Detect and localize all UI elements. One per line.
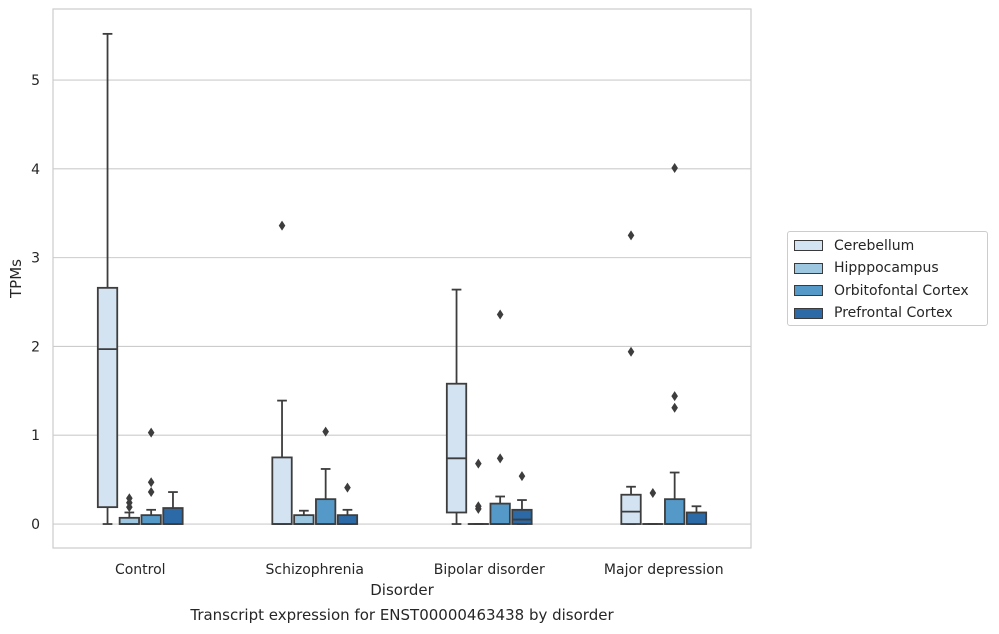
box-3-0 — [620, 230, 642, 525]
box-body — [664, 498, 686, 525]
box-0-1 — [118, 493, 140, 525]
legend-label: Prefrontal Cortex — [834, 305, 953, 321]
box-1-0 — [271, 220, 293, 525]
box-2-2 — [489, 309, 511, 525]
chart-caption: Transcript expression for ENST0000046343… — [190, 606, 614, 624]
box-body — [336, 514, 359, 525]
box-0-0 — [96, 32, 119, 525]
outlier-point — [126, 493, 133, 504]
outlier-point — [344, 482, 351, 493]
y-tick-label: 2 — [31, 339, 40, 355]
outlier-point — [518, 471, 526, 482]
x-tick-label: Schizophrenia — [266, 562, 364, 578]
box-2-0 — [445, 288, 468, 525]
outlier-point — [147, 427, 155, 438]
x-tick-label: Bipolar disorder — [434, 562, 545, 578]
box-1-1 — [293, 509, 315, 525]
outlier-point — [627, 230, 635, 241]
box-body — [511, 508, 533, 525]
x-tick-label: Major depression — [604, 562, 724, 578]
x-axis-ticks: Control Schizophrenia Bipolar disorder Majo… — [115, 562, 724, 578]
plot-frame — [52, 8, 752, 549]
box-body — [315, 498, 337, 525]
legend-swatch — [794, 307, 823, 319]
legend-label: Cerebellum — [834, 237, 915, 254]
box-body — [140, 514, 162, 525]
legend-label: Orbitofontal Cortex — [834, 282, 969, 299]
box-body — [685, 511, 708, 525]
outlier-point — [627, 346, 635, 357]
box-3-2 — [664, 162, 686, 525]
outlier-point — [671, 391, 678, 402]
y-tick-label: 3 — [31, 251, 40, 267]
outlier-point — [496, 309, 504, 320]
box-0-3 — [162, 491, 184, 525]
box-body — [620, 493, 642, 525]
outlier-point — [671, 402, 678, 413]
box-body — [489, 502, 511, 525]
box-0-2 — [140, 427, 162, 525]
box-2-1 — [467, 458, 489, 525]
y-tick-label: 5 — [31, 73, 40, 89]
box-plot-boxes — [96, 32, 708, 525]
box-body — [293, 514, 315, 525]
box-2-3 — [511, 471, 533, 525]
legend-swatch — [794, 240, 823, 251]
legend: Cerebellum Hipppocampus Orbitofontal Corte… — [787, 231, 988, 326]
box-body — [96, 286, 119, 509]
y-tick-label: 4 — [31, 162, 40, 178]
outlier-point — [147, 477, 155, 488]
box-body — [271, 456, 293, 525]
legend-label: Hipppocampus — [834, 260, 939, 276]
x-axis-label: Disorder — [370, 581, 434, 599]
box-1-3 — [336, 482, 359, 525]
y-tick-label: 0 — [31, 517, 40, 533]
outlier-point — [649, 487, 657, 498]
box-body — [445, 382, 468, 514]
box-3-3 — [685, 505, 708, 525]
legend-item: Cerebellum — [794, 237, 914, 254]
outlier-point — [278, 220, 286, 231]
x-tick-label: Control — [115, 562, 166, 578]
outlier-point — [671, 162, 678, 173]
legend-swatch — [794, 262, 823, 274]
box-1-2 — [315, 426, 337, 525]
outlier-point — [496, 453, 504, 464]
outlier-point — [475, 501, 482, 512]
legend-item: Hipppocampus — [794, 260, 939, 277]
outlier-point — [147, 487, 155, 498]
legend-swatch — [794, 285, 823, 296]
box-3-1 — [642, 487, 664, 525]
box-body — [118, 516, 140, 525]
y-axis-label: TPMs — [7, 259, 25, 299]
y-axis-ticks: 0 1 2 3 4 5 — [31, 73, 40, 533]
legend-item: Prefrontal Cortex — [794, 305, 953, 322]
legend-item: Orbitofontal Cortex — [794, 282, 969, 299]
gridlines — [53, 79, 751, 525]
outlier-point — [322, 426, 329, 437]
box-body — [162, 507, 184, 525]
outlier-point — [475, 458, 482, 469]
y-tick-label: 1 — [31, 428, 40, 444]
